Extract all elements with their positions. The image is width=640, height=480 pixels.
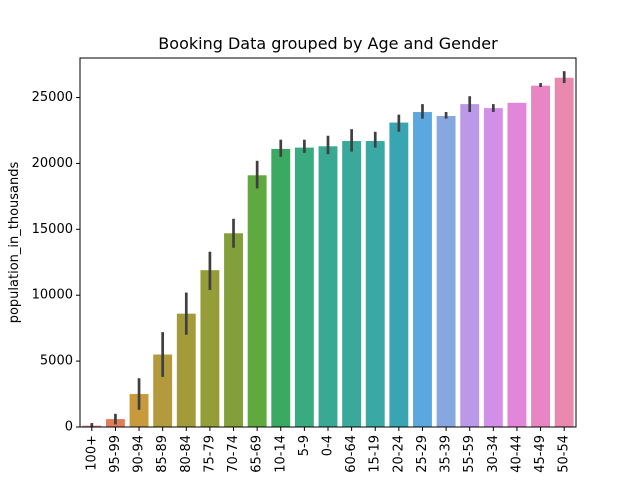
x-tick-label: 25-29 — [415, 435, 430, 473]
x-tick-label: 35-39 — [439, 435, 454, 473]
x-tick-label: 70-74 — [226, 435, 241, 473]
chart-title: Booking Data grouped by Age and Gender — [158, 34, 498, 53]
x-tick-label: 55-59 — [462, 435, 477, 473]
bar-50-54 — [554, 77, 574, 428]
x-tick-label: 90-94 — [132, 435, 147, 473]
x-tick-label: 5-9 — [297, 435, 312, 456]
y-tick-label: 0 — [65, 420, 73, 435]
x-tick-label: 60-64 — [344, 435, 359, 473]
bar-80-84 — [176, 313, 196, 427]
bar-15-19 — [365, 141, 385, 427]
y-tick-label: 15000 — [32, 222, 73, 237]
bar-5-9 — [294, 147, 314, 427]
bar-10-14 — [271, 148, 291, 428]
y-axis: 0 5000 10000 15000 20000 25000 — [32, 90, 80, 435]
x-tick-label: 45-49 — [533, 435, 548, 473]
y-tick-label: 10000 — [32, 288, 73, 303]
x-tick-label: 15-19 — [368, 435, 383, 473]
bar-55-59 — [460, 104, 480, 427]
bar-0-4 — [318, 146, 338, 427]
error-bars-layer — [90, 71, 566, 427]
bar-60-64 — [342, 141, 362, 427]
bars-layer — [82, 77, 574, 428]
bar-70-74 — [224, 233, 243, 427]
x-axis: 100+ 95-99 90-94 85-89 80-84 75-79 70-74 65-69 1… — [84, 427, 572, 473]
bar-90-94 — [129, 394, 149, 427]
x-tick-label: 20-24 — [391, 435, 406, 473]
y-tick-label: 5000 — [40, 354, 73, 369]
x-tick-label: 0-4 — [321, 435, 336, 456]
bar-40-44 — [507, 102, 527, 428]
x-tick-label: 50-54 — [557, 435, 572, 473]
x-tick-label: 80-84 — [179, 435, 194, 473]
x-tick-label: 75-79 — [202, 435, 217, 473]
bar-85-89 — [153, 354, 173, 427]
bar-20-24 — [389, 122, 409, 427]
x-tick-label: 10-14 — [273, 435, 288, 473]
x-tick-label: 95-99 — [108, 435, 123, 473]
bar-65-69 — [247, 175, 267, 427]
bar-35-39 — [436, 115, 456, 427]
y-tick-label: 25000 — [32, 90, 73, 105]
x-tick-label: 40-44 — [509, 435, 524, 473]
bar-45-49 — [531, 85, 551, 428]
x-tick-label: 65-69 — [250, 435, 265, 473]
x-tick-label: 30-34 — [486, 435, 501, 473]
bar-25-29 — [413, 112, 432, 428]
y-axis-label: population_in_thousands — [7, 161, 22, 323]
bar-30-34 — [483, 108, 503, 427]
y-tick-label: 20000 — [32, 156, 73, 171]
bar-75-79 — [200, 270, 220, 427]
x-tick-label: 100+ — [84, 435, 99, 471]
x-tick-label: 85-89 — [155, 435, 170, 473]
